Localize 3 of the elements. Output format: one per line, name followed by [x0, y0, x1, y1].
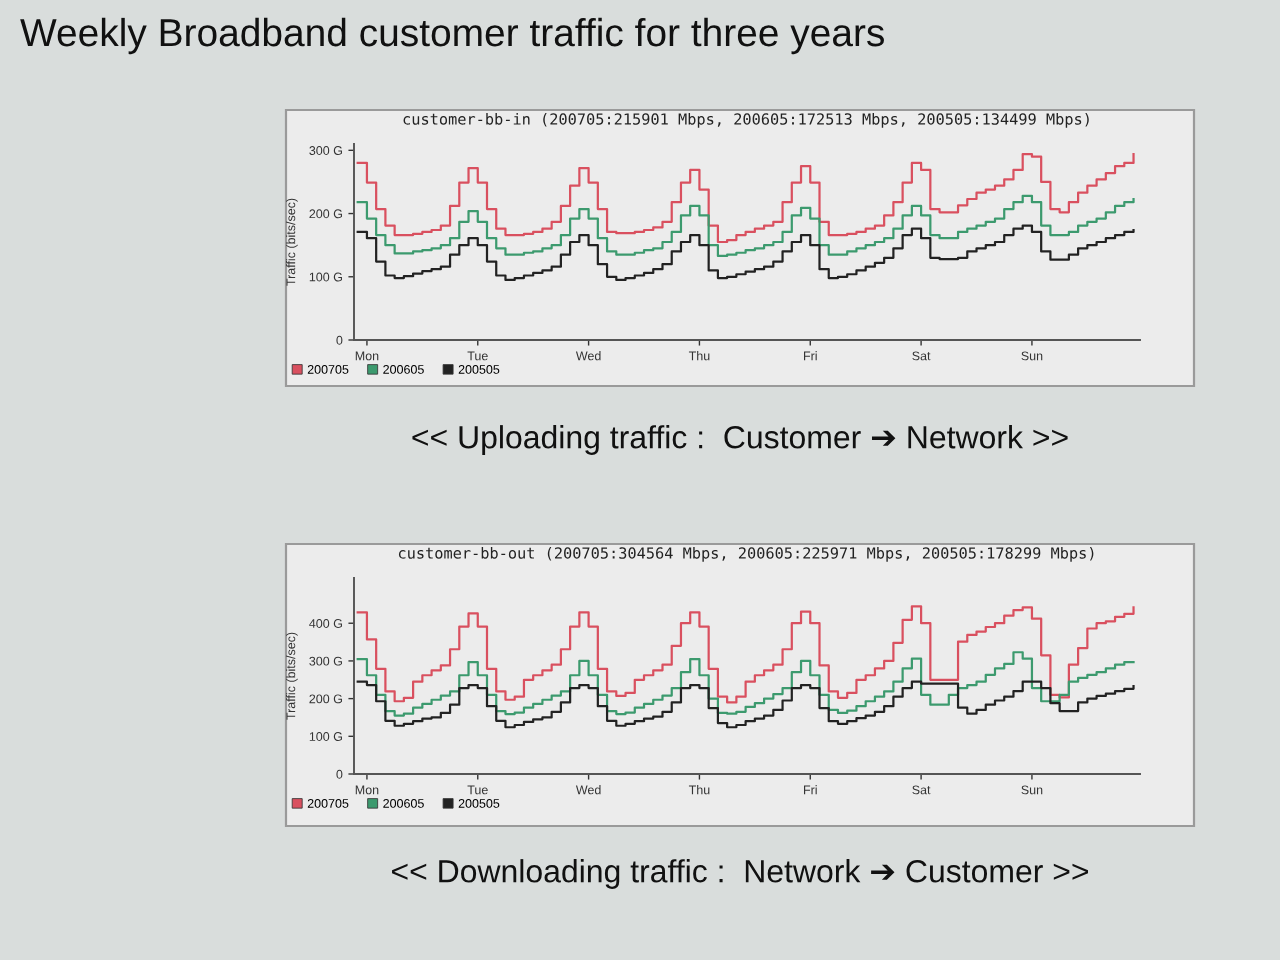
- text: << Downloading traffic : Network ➔ Customer >>: [392, 859, 1089, 889]
- chart-title: Weekly Broadband customer traffic for three years: [20, 17, 884, 55]
- text: << Uploading traffic : Customer ➔ Network >>: [412, 425, 1068, 455]
